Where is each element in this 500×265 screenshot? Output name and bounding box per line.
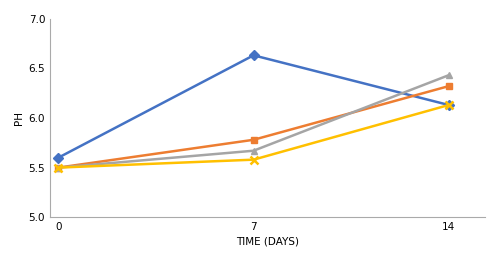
X-axis label: TIME (DAYS): TIME (DAYS) xyxy=(236,236,299,246)
Y-axis label: PH: PH xyxy=(14,111,24,125)
